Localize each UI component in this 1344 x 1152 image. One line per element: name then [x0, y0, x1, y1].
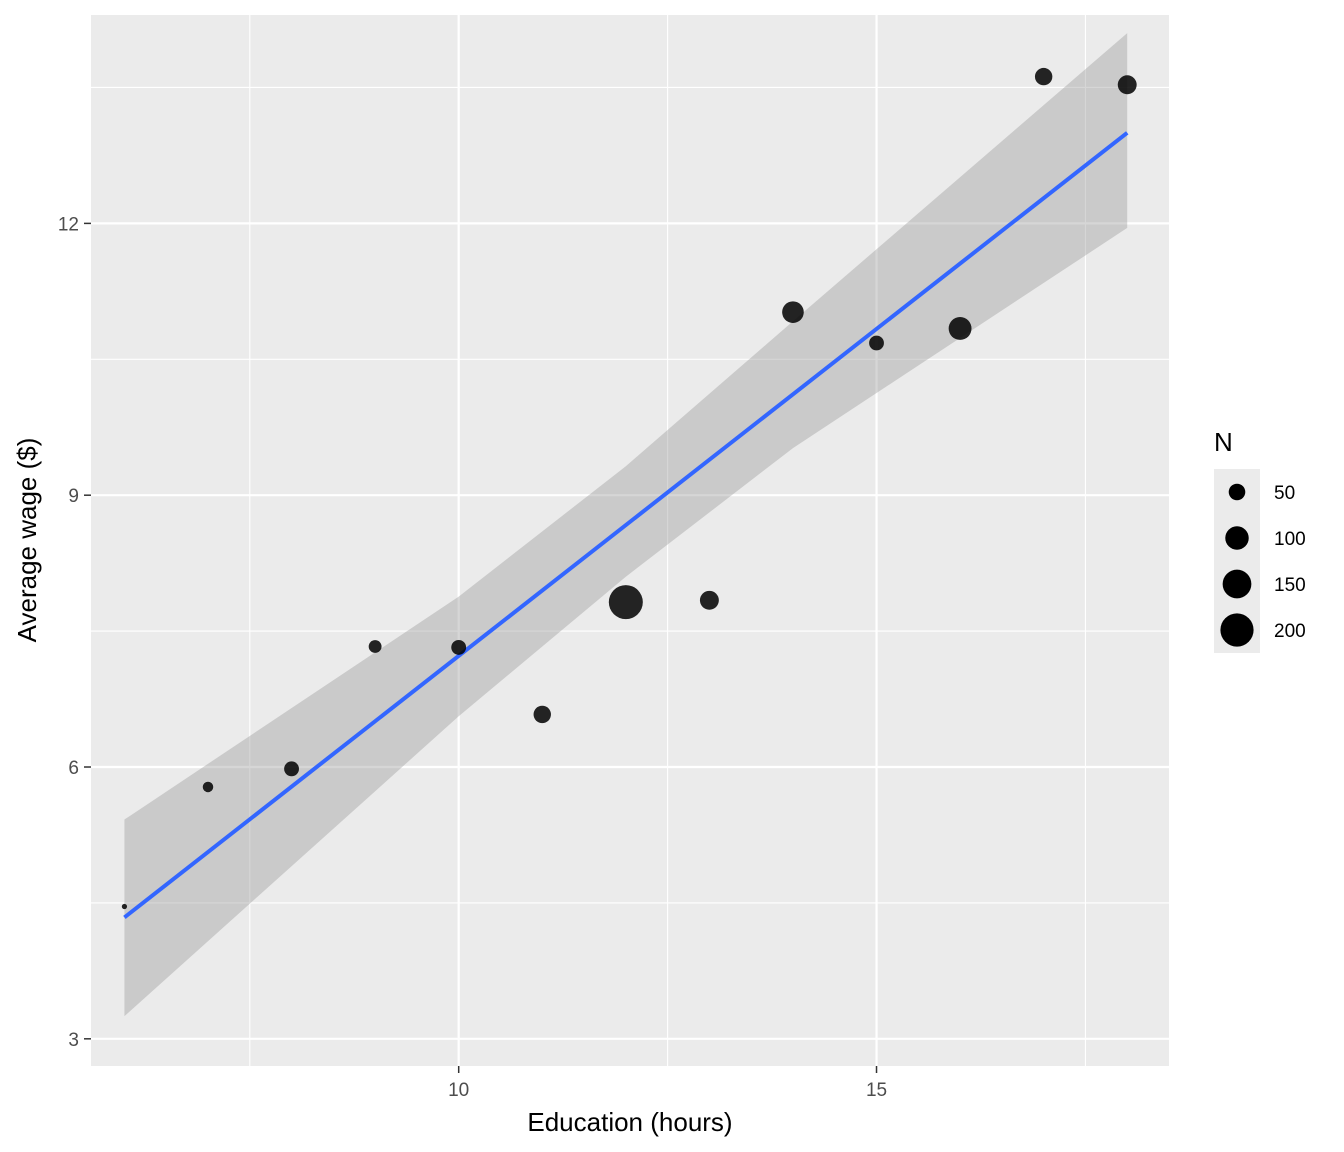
legend-key-circle — [1220, 613, 1254, 647]
y-axis-title: Average wage ($) — [12, 438, 42, 643]
data-point — [782, 301, 804, 323]
plot-panel — [91, 15, 1169, 1066]
y-tick-label: 9 — [68, 486, 79, 507]
legend-key-label: 200 — [1274, 621, 1306, 642]
legend-key-circle — [1222, 569, 1252, 599]
data-point — [533, 705, 551, 724]
legend-keys: 50 100 150 200 — [1220, 483, 1306, 647]
data-point — [948, 317, 972, 340]
y-axis: 3 6 9 12 — [58, 214, 91, 1051]
legend-key-circle — [1228, 483, 1246, 501]
data-point — [368, 640, 382, 653]
regression-line — [123, 131, 1129, 919]
legend-title: N — [1214, 427, 1233, 457]
data-point — [202, 781, 214, 793]
x-tick-label: 10 — [448, 1080, 469, 1101]
legend-key-label: 150 — [1274, 575, 1306, 596]
data-point — [608, 585, 643, 620]
x-axis-title: Education (hours) — [527, 1107, 732, 1137]
data-point — [699, 590, 719, 610]
legend-key-circle — [1225, 526, 1249, 550]
grid-major — [91, 15, 1169, 1066]
data-point — [1034, 67, 1053, 86]
data-points — [121, 67, 1137, 910]
data-point — [284, 761, 299, 777]
y-tick-label: 6 — [68, 758, 79, 779]
legend-key-label: 100 — [1274, 529, 1306, 550]
grid-minor — [91, 15, 1169, 1066]
data-point — [1117, 75, 1137, 95]
y-tick-label: 12 — [58, 214, 79, 235]
data-point — [869, 335, 884, 351]
x-tick-label: 15 — [866, 1080, 887, 1101]
legend: N 50 100 150 200 — [1214, 427, 1306, 653]
x-axis: 10 15 — [448, 1066, 887, 1101]
legend-key-label: 50 — [1274, 483, 1295, 504]
data-point — [451, 639, 467, 655]
y-tick-label: 3 — [68, 1030, 79, 1051]
data-point — [121, 903, 128, 910]
